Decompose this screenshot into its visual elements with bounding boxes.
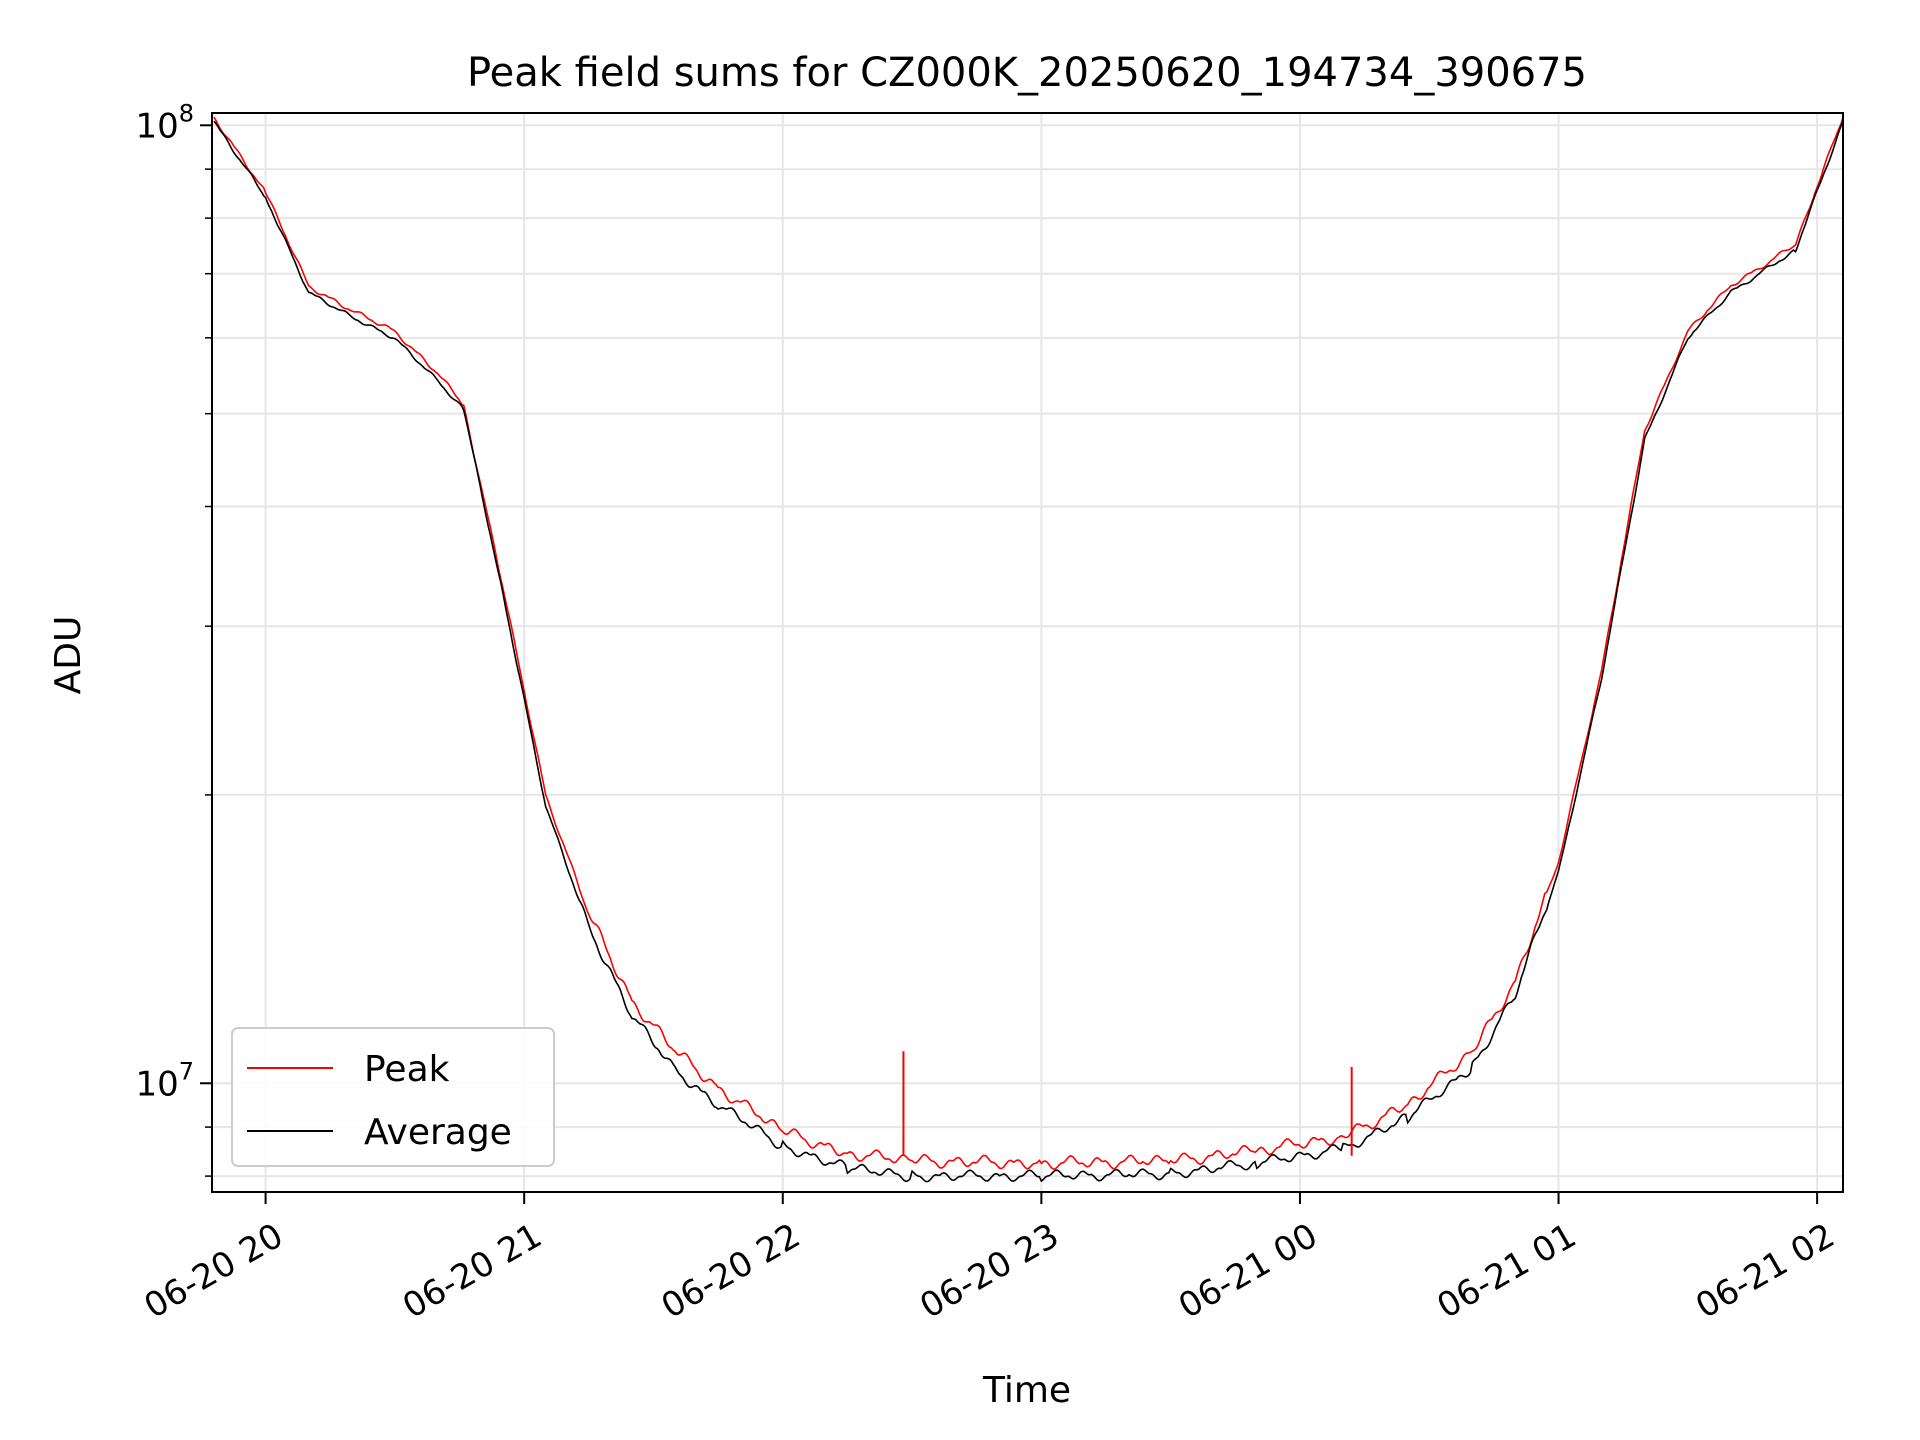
series-line-peak	[213, 116, 1844, 1170]
series-line-average	[213, 120, 1844, 1183]
y-tick-label: 107	[135, 1057, 194, 1104]
legend-label-peak: Peak	[364, 1049, 450, 1090]
y-tick-label: 108	[135, 99, 194, 146]
y-axis-label: ADU	[48, 616, 89, 695]
plot-frame	[211, 112, 1844, 1193]
legend: Peak Average	[231, 1027, 555, 1167]
x-axis-label: Time	[982, 1370, 1071, 1411]
legend-label-average: Average	[364, 1112, 512, 1153]
chart-title: Peak field sums for CZ000K_20250620_1947…	[467, 50, 1587, 96]
series-layer	[213, 116, 1844, 1183]
